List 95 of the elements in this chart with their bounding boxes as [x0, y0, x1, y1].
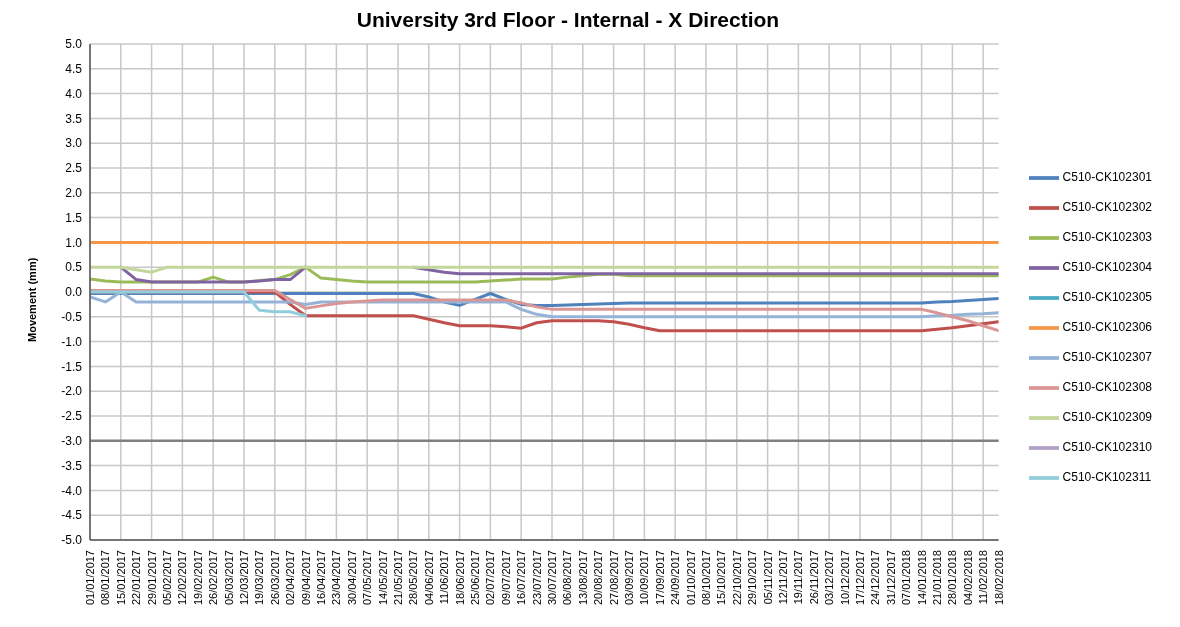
x-tick-label: 27/08/2017 [607, 550, 620, 606]
y-tick-label: -1.5 [61, 359, 83, 374]
x-tick-label: 26/02/2017 [207, 550, 220, 606]
x-tick-label: 25/06/2017 [469, 550, 481, 606]
x-tick-label: 29/10/2017 [746, 550, 759, 606]
x-tick-label: 16/04/2017 [315, 550, 327, 606]
y-tick-label: -2.5 [61, 409, 83, 424]
x-tick-label: 30/04/2017 [345, 550, 358, 606]
legend-label: C510-CK102310 [1062, 440, 1152, 455]
x-tick-label: 26/11/2017 [807, 550, 820, 605]
x-tick-label: 05/03/2017 [222, 550, 235, 606]
x-tick-label: 17/09/2017 [653, 550, 666, 606]
x-tick-label: 31/12/2017 [884, 550, 897, 606]
x-tick-label: 14/05/2017 [376, 550, 389, 606]
x-tick-label: 28/05/2017 [407, 550, 420, 606]
legend-label: C510-CK102302 [1062, 200, 1152, 215]
legend-label: C510-CK102303 [1062, 230, 1152, 245]
legend-label: C510-CK102305 [1062, 290, 1152, 305]
x-tick-label: 10/09/2017 [638, 550, 651, 606]
y-tick-label: 0.5 [65, 260, 83, 275]
y-tick-label: -3.0 [61, 434, 83, 449]
x-tick-label: 20/08/2017 [592, 550, 605, 606]
x-tick-label: 15/01/2017 [114, 550, 127, 606]
x-tick-label: 15/10/2017 [715, 550, 728, 606]
x-tick-label: 11/06/2017 [438, 550, 451, 605]
x-tick-label: 09/04/2017 [299, 550, 312, 606]
x-tick-label: 19/03/2017 [253, 550, 266, 606]
legend-label: C510-CK102311 [1062, 470, 1152, 485]
x-tick-label: 24/09/2017 [669, 550, 682, 606]
y-tick-label: -2.0 [61, 384, 83, 399]
x-tick-label: 07/01/2018 [900, 550, 913, 606]
x-tick-label: 06/08/2017 [561, 550, 574, 606]
x-tick-label: 21/05/2017 [392, 550, 404, 606]
x-tick-label: 22/01/2017 [130, 550, 143, 606]
x-tick-label: 30/07/2017 [546, 550, 558, 606]
x-tick-label: 03/09/2017 [623, 550, 635, 606]
x-tick-label: 23/07/2017 [530, 550, 543, 606]
x-tick-label: 21/01/2018 [930, 550, 943, 606]
legend-label: C510-CK102301 [1062, 170, 1152, 185]
legend-label: C510-CK102308 [1062, 380, 1152, 395]
x-tick-label: 26/03/2017 [268, 550, 281, 606]
x-tick-label: 04/02/2018 [961, 550, 974, 606]
x-tick-label: 12/03/2017 [238, 550, 250, 606]
x-tick-label: 13/08/2017 [576, 550, 589, 606]
y-tick-label: -4.0 [61, 483, 83, 498]
x-tick-label: 18/06/2017 [453, 550, 466, 606]
line-series [90, 290, 308, 318]
x-tick-label: 24/12/2017 [869, 550, 882, 606]
y-tick-label: 3.0 [65, 136, 83, 151]
x-tick-label: 09/07/2017 [499, 550, 512, 606]
y-tick-label: 2.0 [65, 186, 83, 201]
x-tick-label: 28/01/2018 [946, 550, 959, 606]
y-tick-label: 3.5 [65, 111, 83, 126]
y-tick-label: 5.0 [65, 37, 83, 52]
x-tick-label: 17/12/2017 [853, 550, 866, 606]
legend-label: C510-CK102306 [1062, 320, 1152, 335]
y-tick-label: 1.0 [65, 235, 83, 250]
x-tick-label: 04/06/2017 [422, 550, 435, 606]
x-tick-label: 02/04/2017 [284, 550, 297, 606]
y-tick-label: -5.0 [61, 533, 83, 548]
x-tick-label: 23/04/2017 [330, 550, 343, 606]
x-tick-label: 07/05/2017 [361, 550, 374, 606]
x-tick-label: 29/01/2017 [145, 550, 158, 606]
y-tick-label: 2.5 [65, 161, 83, 176]
y-tick-label: 4.0 [65, 86, 83, 101]
x-tick-label: 05/02/2017 [161, 550, 173, 606]
x-tick-label: 01/10/2017 [684, 550, 697, 606]
y-tick-label: 0.0 [65, 285, 83, 300]
x-tick-label: 03/12/2017 [823, 550, 836, 606]
x-tick-label: 18/02/2018 [992, 550, 1005, 606]
x-tick-label: 14/01/2018 [915, 550, 928, 606]
x-tick-label: 08/10/2017 [700, 550, 712, 606]
x-tick-label: 05/11/2017 [761, 550, 774, 605]
x-tick-label: 10/12/2017 [838, 550, 851, 606]
x-tick-label: 12/11/2017 [777, 550, 789, 605]
y-tick-label: -1.0 [61, 334, 83, 349]
y-tick-label: 4.5 [65, 62, 83, 77]
legend-label: C510-CK102304 [1062, 260, 1152, 275]
x-tick-label: 19/11/2017 [792, 550, 805, 605]
x-tick-label: 16/07/2017 [515, 550, 528, 606]
chart-title: University 3rd Floor - Internal - X Direction [355, 8, 781, 33]
x-tick-label: 08/01/2017 [99, 550, 112, 606]
x-tick-label: 02/07/2017 [484, 550, 497, 606]
y-axis-title: Movement (mm) [25, 257, 38, 342]
legend-label: C510-CK102307 [1062, 350, 1152, 365]
x-tick-label: 19/02/2017 [191, 550, 204, 606]
y-tick-label: -0.5 [61, 310, 83, 325]
x-tick-label: 11/02/2018 [977, 550, 990, 605]
x-tick-label: 22/10/2017 [730, 550, 743, 606]
y-tick-label: 1.5 [65, 210, 83, 225]
x-tick-label: 12/02/2017 [176, 550, 189, 606]
y-tick-label: -4.5 [61, 508, 83, 523]
y-tick-label: -3.5 [61, 458, 83, 473]
x-tick-label: 01/01/2017 [84, 550, 96, 606]
legend-label: C510-CK102309 [1062, 410, 1152, 425]
